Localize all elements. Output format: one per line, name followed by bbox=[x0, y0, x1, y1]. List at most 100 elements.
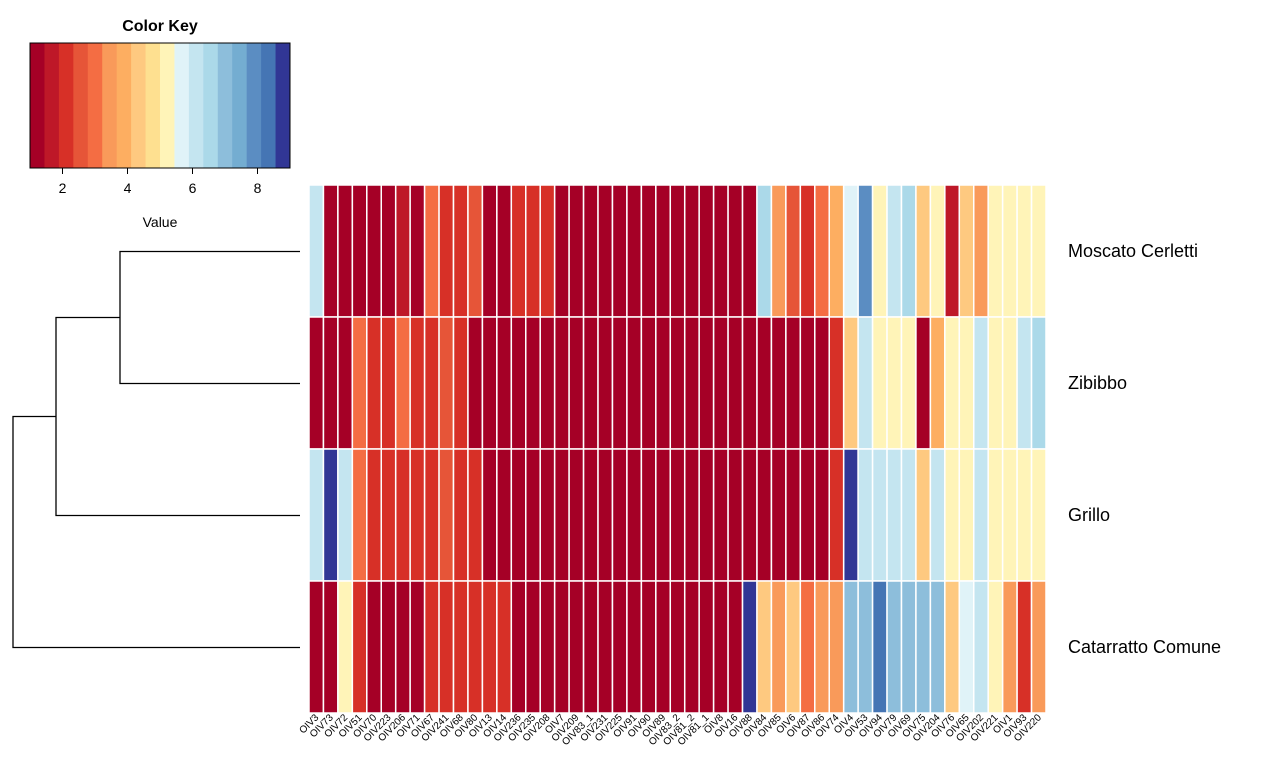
heatmap-cell bbox=[815, 449, 829, 581]
heatmap-cell bbox=[555, 185, 569, 317]
heatmap-cell bbox=[1003, 581, 1017, 713]
heatmap-cell bbox=[569, 449, 583, 581]
heatmap-cell bbox=[1032, 449, 1046, 581]
heatmap-cell bbox=[1017, 449, 1031, 581]
heatmap-cell bbox=[901, 185, 915, 317]
heatmap-cell bbox=[844, 449, 858, 581]
heatmap-cell bbox=[352, 185, 366, 317]
color-key-swatch bbox=[30, 43, 45, 168]
heatmap-cell bbox=[757, 581, 771, 713]
heatmap-cell bbox=[439, 185, 453, 317]
heatmap-cell bbox=[338, 317, 352, 449]
heatmap-cell bbox=[930, 185, 944, 317]
heatmap-cell bbox=[511, 317, 525, 449]
heatmap-cell bbox=[656, 185, 670, 317]
heatmap-cell bbox=[381, 185, 395, 317]
heatmap-cell bbox=[598, 317, 612, 449]
heatmap-cell bbox=[526, 581, 540, 713]
color-key-swatch bbox=[218, 43, 233, 168]
heatmap-cell bbox=[743, 317, 757, 449]
heatmap-cell bbox=[352, 449, 366, 581]
heatmap-cell bbox=[497, 317, 511, 449]
heatmap-cell bbox=[540, 317, 554, 449]
heatmap-cell bbox=[323, 449, 337, 581]
color-key-swatch bbox=[203, 43, 218, 168]
heatmap-cell bbox=[829, 449, 843, 581]
heatmap-cell bbox=[381, 317, 395, 449]
heatmap-cell bbox=[901, 581, 915, 713]
color-key-swatch bbox=[88, 43, 103, 168]
heatmap-cell bbox=[844, 317, 858, 449]
heatmap-cell bbox=[468, 185, 482, 317]
heatmap-cell bbox=[901, 317, 915, 449]
heatmap-cell bbox=[555, 317, 569, 449]
heatmap-cell bbox=[656, 449, 670, 581]
heatmap-cell bbox=[829, 581, 843, 713]
heatmap-cell bbox=[757, 449, 771, 581]
heatmap-cell bbox=[728, 581, 742, 713]
heatmap-cell bbox=[988, 317, 1002, 449]
heatmap-cell bbox=[974, 185, 988, 317]
heatmap-cell bbox=[367, 449, 381, 581]
heatmap-cell bbox=[569, 581, 583, 713]
heatmap-cell bbox=[526, 317, 540, 449]
heatmap-cell bbox=[540, 185, 554, 317]
heatmap-cell bbox=[945, 185, 959, 317]
heatmap-cell bbox=[381, 581, 395, 713]
heatmap-cell bbox=[410, 449, 424, 581]
heatmap-cell bbox=[454, 449, 468, 581]
heatmap-cell bbox=[916, 449, 930, 581]
heatmap-cell bbox=[1032, 185, 1046, 317]
heatmap-cell bbox=[526, 185, 540, 317]
heatmap-cell bbox=[916, 581, 930, 713]
heatmap-cell bbox=[1017, 185, 1031, 317]
heatmap-cell bbox=[685, 581, 699, 713]
heatmap-cell bbox=[685, 185, 699, 317]
heatmap-cell bbox=[858, 317, 872, 449]
heatmap-cell bbox=[396, 581, 410, 713]
heatmap-cell bbox=[367, 581, 381, 713]
color-key-swatch bbox=[247, 43, 262, 168]
heatmap-cell bbox=[800, 449, 814, 581]
heatmap-cell bbox=[873, 317, 887, 449]
heatmap-cell bbox=[526, 449, 540, 581]
heatmap-cell bbox=[728, 449, 742, 581]
heatmap-cell bbox=[656, 317, 670, 449]
heatmap-cell bbox=[829, 185, 843, 317]
heatmap-cell bbox=[1003, 317, 1017, 449]
heatmap-cell bbox=[699, 317, 713, 449]
heatmap-cell bbox=[930, 449, 944, 581]
color-key-scale bbox=[30, 43, 291, 168]
row-labels: Moscato CerlettiZibibboGrilloCatarratto … bbox=[1068, 241, 1221, 657]
heatmap-cell bbox=[627, 581, 641, 713]
heatmap-cell bbox=[309, 581, 323, 713]
color-key-swatch bbox=[261, 43, 276, 168]
heatmap-cell bbox=[959, 581, 973, 713]
color-key-swatch bbox=[232, 43, 247, 168]
heatmap-cell bbox=[323, 185, 337, 317]
color-key: Color Key 2 4 6 8 Value bbox=[30, 18, 291, 230]
heatmap-cell bbox=[714, 317, 728, 449]
heatmap-cell bbox=[598, 449, 612, 581]
color-key-tick-label: 4 bbox=[124, 180, 132, 196]
heatmap-cell bbox=[641, 185, 655, 317]
heatmap-cell bbox=[916, 185, 930, 317]
heatmap-cell bbox=[598, 185, 612, 317]
heatmap-cell bbox=[309, 317, 323, 449]
heatmap-cell bbox=[410, 317, 424, 449]
heatmap-cell bbox=[627, 185, 641, 317]
heatmap-cell bbox=[786, 581, 800, 713]
dendrogram-branch-with-grillo bbox=[56, 318, 300, 516]
heatmap-cell bbox=[858, 449, 872, 581]
heatmap-cell bbox=[771, 317, 785, 449]
heatmap-cell bbox=[656, 581, 670, 713]
color-key-swatch bbox=[276, 43, 291, 168]
color-key-title: Color Key bbox=[122, 18, 198, 35]
heatmap-cell bbox=[497, 185, 511, 317]
row-label: Grillo bbox=[1068, 505, 1110, 525]
heatmap-cell bbox=[367, 317, 381, 449]
heatmap-cell bbox=[901, 449, 915, 581]
heatmap-cell bbox=[367, 185, 381, 317]
row-label: Zibibbo bbox=[1068, 373, 1127, 393]
heatmap-cell bbox=[974, 317, 988, 449]
